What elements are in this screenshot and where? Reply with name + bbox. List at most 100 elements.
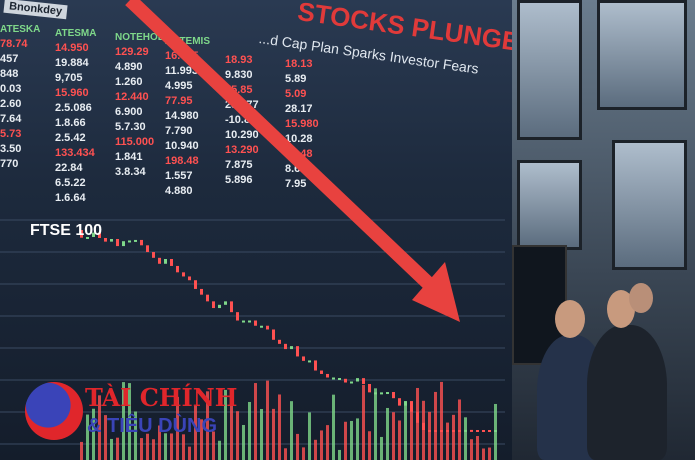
window xyxy=(612,140,687,270)
ticker-value: 22.84 xyxy=(55,162,83,174)
candle xyxy=(230,301,233,313)
volume-bar xyxy=(104,415,107,460)
ticker-value: 457 xyxy=(0,53,19,65)
volume-bar xyxy=(224,389,227,460)
ticker-value: 7.95 xyxy=(285,178,307,190)
volume-bar xyxy=(464,417,467,460)
ticker-value: 5.73 xyxy=(0,128,22,140)
volume-bar xyxy=(320,430,323,460)
candle xyxy=(236,312,239,321)
ticker-value: 5.896 xyxy=(225,174,253,186)
ticker-value: 10.28 xyxy=(285,133,313,145)
volume-bar xyxy=(260,408,263,460)
ticker-column: ARTEMIS16.44511.9934.99577.9514.9807.790… xyxy=(165,34,210,199)
ticker-value: 198.48 xyxy=(165,155,199,167)
candle xyxy=(482,430,485,432)
volume-bar xyxy=(458,399,461,460)
candle xyxy=(140,239,143,246)
window xyxy=(597,0,687,110)
volume-bar xyxy=(356,418,359,460)
volume-bar xyxy=(236,411,239,460)
volume-bar xyxy=(482,448,485,460)
ticker-value: 133.434 xyxy=(55,147,95,159)
ticker-value: 1.6.64 xyxy=(55,192,86,204)
volume-bar xyxy=(122,382,125,460)
candle xyxy=(332,377,335,380)
volume-bar xyxy=(392,412,395,460)
volume-bar xyxy=(410,402,413,460)
volume-bar xyxy=(386,407,389,460)
volume-bar xyxy=(488,447,491,460)
candle xyxy=(170,258,173,266)
ticker-value: 7.64 xyxy=(0,113,22,125)
ticker-value: 5.7.30 xyxy=(115,121,146,133)
candle xyxy=(290,346,293,350)
volume-bar xyxy=(116,437,119,460)
candle xyxy=(92,232,95,237)
candle xyxy=(206,294,209,302)
ticker-value: 7.790 xyxy=(165,125,193,137)
candle xyxy=(158,257,161,264)
logo-line1: TÀI CHÍNH xyxy=(85,383,238,412)
ticker-value: 0.03 xyxy=(0,83,22,95)
volume-bar xyxy=(380,436,383,460)
candle xyxy=(254,320,257,326)
candle xyxy=(200,288,203,295)
ticker-value: 2.5.086 xyxy=(55,102,92,114)
logo-line2: & TIÊU DÙNG xyxy=(87,415,217,437)
ticker-value: 6.5.22 xyxy=(55,177,86,189)
ticker-value: 77.95 xyxy=(165,95,193,107)
ticker-column: NOTEHOB 129.29 4.890 1.260 12.440 6.900 5.7.30… xyxy=(115,30,165,180)
volume-bar xyxy=(314,439,317,460)
volume-bar xyxy=(110,438,113,460)
ftse-candlestick-chart xyxy=(0,219,505,460)
volume-bar xyxy=(404,403,407,460)
volume-bar xyxy=(350,420,353,460)
ticker-column: ATESKA 78.74 457 848 0.03 2.60 7.64 5.73 3.50 770 xyxy=(0,22,40,172)
ticker-value: 4.880 xyxy=(165,185,193,197)
volume-bar xyxy=(476,435,479,460)
volume-bar xyxy=(182,434,185,460)
candle xyxy=(146,245,149,253)
ticker-value: 11.993 xyxy=(165,65,199,77)
volume-bar xyxy=(242,424,245,460)
volume-bar xyxy=(296,433,299,460)
candle xyxy=(98,232,101,238)
volume-bar xyxy=(146,433,149,460)
ticker-value: 1.557 xyxy=(165,170,193,182)
candle xyxy=(356,378,359,382)
ticker-value: 5.09 xyxy=(285,88,307,100)
volume-bar xyxy=(164,433,167,460)
person xyxy=(587,325,667,460)
ticker-value: 6.900 xyxy=(115,106,143,118)
candle xyxy=(314,360,317,371)
ticker-value: 2.60 xyxy=(0,98,22,110)
candle xyxy=(164,258,167,264)
candle xyxy=(86,236,89,239)
chart-label: FTSE 100 xyxy=(30,222,103,239)
volume-bar xyxy=(326,425,329,460)
person-head xyxy=(629,283,653,313)
ticker-value: 9,705 xyxy=(55,72,83,84)
volume-bar xyxy=(86,414,89,460)
ticker-value: 28.17 xyxy=(285,103,313,115)
volume-bar xyxy=(332,394,335,460)
candle xyxy=(296,346,299,357)
ticker-value: 15.960 xyxy=(55,87,89,99)
volume-bar xyxy=(446,422,449,460)
volume-bar xyxy=(374,388,377,460)
candle xyxy=(212,301,215,309)
volume-bar xyxy=(206,391,209,460)
candle xyxy=(242,320,245,323)
volume-bar xyxy=(140,438,143,460)
candle xyxy=(224,301,227,305)
candle xyxy=(194,280,197,289)
volume-bar xyxy=(338,449,341,460)
candle xyxy=(110,238,113,242)
volume-bar xyxy=(134,411,137,460)
candle xyxy=(470,429,473,432)
candle xyxy=(152,252,155,258)
volume-bar xyxy=(152,439,155,460)
ticker-value: 10.290 xyxy=(225,129,259,141)
candle xyxy=(116,238,119,247)
